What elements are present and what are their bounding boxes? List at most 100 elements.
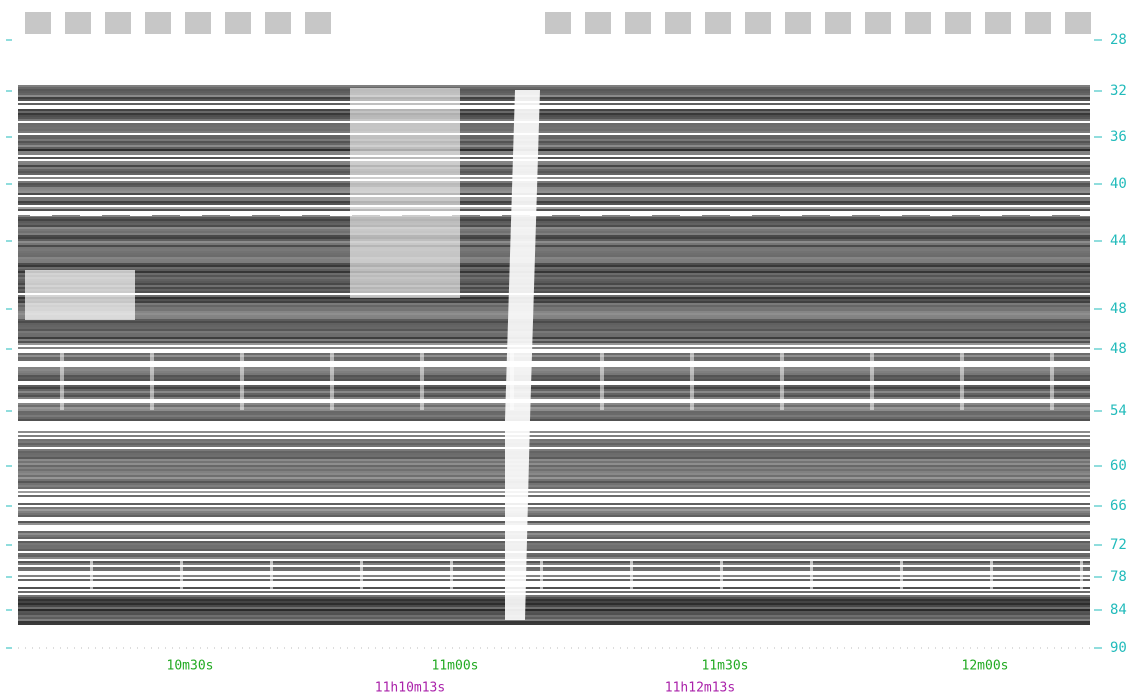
spectrogram-row: [18, 325, 1090, 327]
spectrogram-row: [18, 333, 1090, 335]
axis-label: 32: [1110, 83, 1127, 99]
spectrogram-row: [18, 549, 1090, 551]
spectrogram-row: [18, 603, 1090, 605]
spectrogram-row: [18, 141, 1090, 143]
spectrogram-row: [18, 123, 1090, 125]
spectrogram-row: [18, 445, 1090, 447]
spectrogram-row: [18, 545, 1090, 547]
spectrogram-row: [18, 129, 1090, 131]
spectrogram-row: [18, 337, 1090, 339]
spectrogram-row: [18, 611, 1090, 613]
spectrogram-row: [18, 327, 1090, 329]
dash: [680, 212, 702, 216]
axis-label: 90: [1110, 640, 1127, 656]
spectrogram-row: [18, 331, 1090, 333]
spectrogram-row: [18, 319, 1090, 321]
axis-label: 40: [1110, 176, 1127, 192]
spectrogram-row: [18, 357, 1090, 359]
spectrogram-row: [18, 415, 1090, 417]
dash: [530, 212, 552, 216]
spectrogram-row: [18, 191, 1090, 193]
spectrogram-row: [18, 209, 1090, 211]
spectrogram-row: [18, 457, 1090, 459]
spectrogram-row: [18, 373, 1090, 375]
noise-block: [825, 12, 851, 34]
spectrogram-row: [18, 513, 1090, 515]
time-label: 11m30s: [702, 659, 749, 674]
spectrogram-row: [18, 523, 1090, 525]
time-label: 12m00s: [962, 659, 1009, 674]
spectrogram-row: [18, 279, 1090, 281]
axis-label: 48: [1110, 341, 1127, 357]
spectrogram-row: [18, 223, 1090, 225]
spectrogram-row: [18, 109, 1090, 111]
spectrogram-row: [18, 531, 1090, 533]
light-patch: [350, 88, 460, 298]
spectrogram-row: [18, 475, 1090, 477]
spectrogram-row: [18, 187, 1090, 189]
spectrogram-row: [18, 231, 1090, 233]
spectrogram-row: [18, 225, 1090, 227]
spectrogram-row: [18, 335, 1090, 337]
dash: [830, 212, 852, 216]
spectrogram-row: [18, 315, 1090, 317]
spectrogram-row: [18, 167, 1090, 169]
spectrogram-row: [18, 313, 1090, 315]
spectrogram-row: [18, 443, 1090, 445]
spectrogram-row: [18, 287, 1090, 289]
spectrogram-row: [18, 461, 1090, 463]
noise-block: [145, 12, 171, 34]
dash: [780, 212, 802, 216]
spectrogram-row: [18, 367, 1090, 369]
spectrogram-row: [18, 91, 1090, 93]
striation: [420, 350, 424, 410]
spectrogram-row: [18, 407, 1090, 409]
axis-label: 66: [1110, 498, 1127, 514]
spectrogram-row: [18, 553, 1090, 555]
spectrogram-row: [18, 93, 1090, 95]
axis-label: 36: [1110, 129, 1127, 145]
spectrogram-row: [18, 417, 1090, 419]
spectrogram-row: [18, 405, 1090, 407]
spectrogram-row: [18, 595, 1090, 597]
spectrogram-row: [18, 239, 1090, 241]
striation: [1050, 350, 1054, 410]
axis-label: 60: [1110, 458, 1127, 474]
noise-block: [745, 12, 771, 34]
spectrogram-row: [18, 207, 1090, 209]
spectrogram-row: [18, 477, 1090, 479]
spectrogram-row: [18, 435, 1090, 437]
spectrogram-row: [18, 543, 1090, 545]
spectrogram-row: [18, 247, 1090, 249]
dash: [430, 212, 452, 216]
spectrogram-row: [18, 275, 1090, 277]
spectrogram-row: [18, 453, 1090, 455]
spectrogram-row: [18, 203, 1090, 205]
striation: [330, 350, 334, 410]
striation: [150, 350, 154, 410]
noise-block: [105, 12, 131, 34]
spectrogram-row: [18, 413, 1090, 415]
spectrogram-row: [18, 487, 1090, 489]
dash: [730, 212, 752, 216]
spectrogram-row: [18, 305, 1090, 307]
spectrogram-row: [18, 197, 1090, 199]
spectrogram-row: [18, 323, 1090, 325]
striation: [780, 350, 784, 410]
noise-block: [1065, 12, 1091, 34]
light-patch: [25, 270, 135, 320]
spectrogram-row: [18, 479, 1090, 481]
spectrogram-row: [18, 259, 1090, 261]
dash: [480, 212, 502, 216]
striation: [90, 560, 93, 590]
spectrogram-row: [18, 147, 1090, 149]
spectrogram-row: [18, 339, 1090, 341]
spectrogram-row: [18, 613, 1090, 615]
spectrogram-row: [18, 217, 1090, 219]
spectrogram-row: [18, 277, 1090, 279]
spectrogram-row: [18, 521, 1090, 523]
spectrogram-row: [18, 321, 1090, 323]
noise-block: [225, 12, 251, 34]
spectrogram-row: [18, 557, 1090, 559]
